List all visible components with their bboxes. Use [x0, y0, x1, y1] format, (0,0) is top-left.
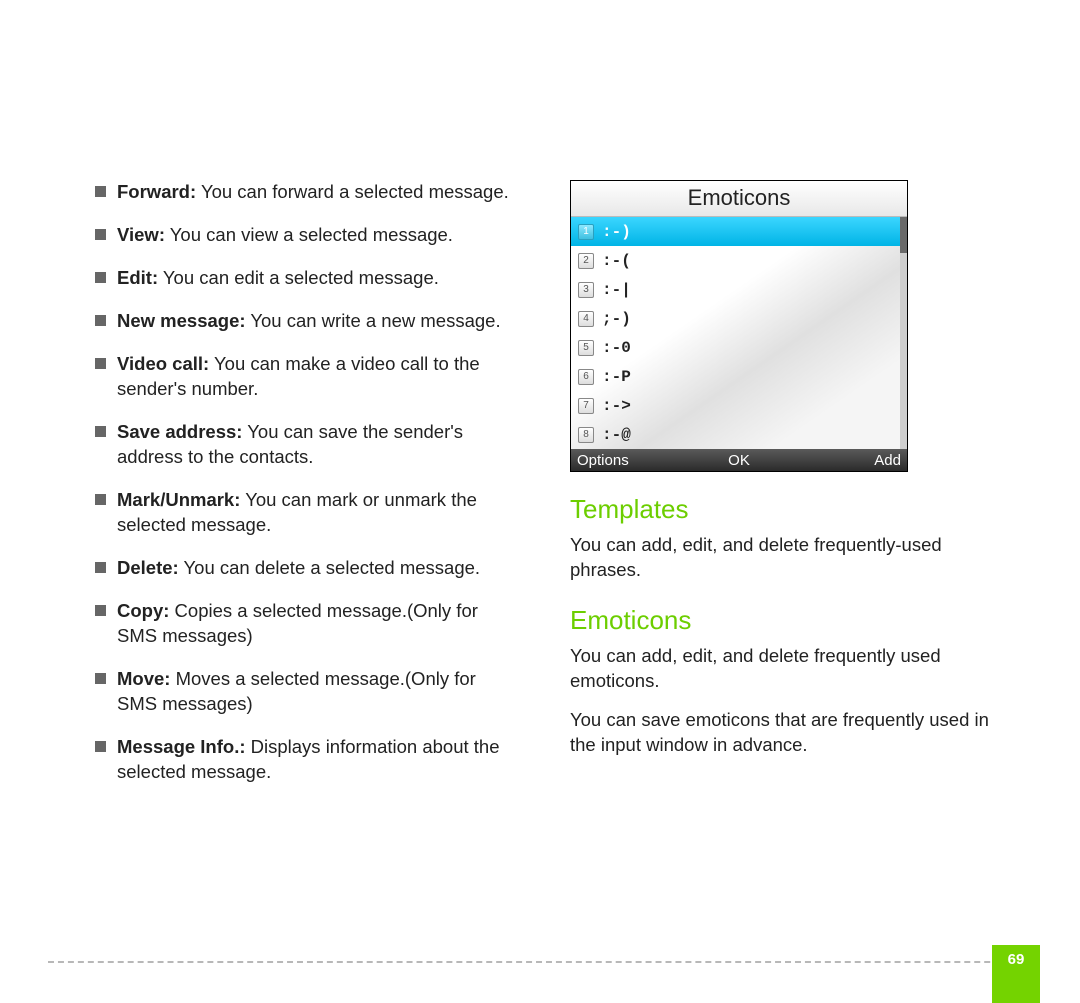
row-number: 7 — [578, 398, 594, 414]
templates-heading: Templates — [570, 494, 990, 525]
option-desc: You can view a selected message. — [165, 224, 453, 245]
left-column: Forward: You can forward a selected mess… — [95, 180, 515, 802]
option-item: Delete: You can delete a selected messag… — [95, 556, 515, 581]
templates-para: You can add, edit, and delete frequently… — [570, 533, 990, 583]
emoticons-para-1: You can add, edit, and delete frequently… — [570, 644, 990, 694]
emoticon-row: 2 :-( — [571, 246, 907, 275]
emoticon-text: :-| — [602, 281, 631, 299]
option-item: Edit: You can edit a selected message. — [95, 266, 515, 291]
row-number: 5 — [578, 340, 594, 356]
emoticon-row: 5 :-0 — [571, 333, 907, 362]
right-column: Emoticons 1 :-) 2 :-( 3 :-| 4 ;-) 5 :-0 6 :-P 7 :-> 8:… — [570, 180, 990, 802]
emoticon-text: :-0 — [602, 339, 631, 357]
emoticon-text: :-( — [602, 252, 631, 270]
softkey-center: OK — [685, 452, 793, 469]
option-item: Copy: Copies a selected message.(Only fo… — [95, 599, 515, 649]
emoticon-row: 1 :-) — [571, 217, 907, 246]
emoticon-row: 4 ;-) — [571, 304, 907, 333]
emoticons-para-2: You can save emoticons that are frequent… — [570, 708, 990, 758]
option-term: Message Info.: — [117, 736, 246, 757]
option-item: View: You can view a selected message. — [95, 223, 515, 248]
option-desc: You can delete a selected message. — [179, 557, 480, 578]
option-desc: Moves a selected message.(Only for SMS m… — [117, 668, 476, 714]
row-number: 3 — [578, 282, 594, 298]
row-number: 4 — [578, 311, 594, 327]
emoticon-row: 6 :-P — [571, 362, 907, 391]
option-term: Delete: — [117, 557, 179, 578]
page-number: 69 — [1008, 951, 1025, 968]
option-term: View: — [117, 224, 165, 245]
emoticons-heading: Emoticons — [570, 605, 990, 636]
option-item: New message: You can write a new message… — [95, 309, 515, 334]
option-item: Message Info.: Displays information abou… — [95, 735, 515, 785]
option-item: Video call: You can make a video call to… — [95, 352, 515, 402]
option-term: Mark/Unmark: — [117, 489, 240, 510]
emoticon-text: :-) — [602, 223, 631, 241]
emoticon-text: ;-) — [602, 310, 631, 328]
emoticon-row: 8 :-@ — [571, 420, 907, 449]
phone-scrollbar — [900, 217, 907, 449]
emoticon-row: 7 :-> — [571, 391, 907, 420]
option-term: Edit: — [117, 267, 158, 288]
option-term: Forward: — [117, 181, 196, 202]
softkey-left: Options — [571, 452, 685, 469]
option-term: Save address: — [117, 421, 242, 442]
footer-divider — [48, 961, 1040, 963]
option-term: New message: — [117, 310, 246, 331]
phone-title: Emoticons — [571, 181, 907, 217]
row-number: 8 — [578, 427, 594, 443]
row-number: 1 — [578, 224, 594, 240]
option-item: Mark/Unmark: You can mark or unmark the … — [95, 488, 515, 538]
option-desc: You can forward a selected message. — [196, 181, 509, 202]
row-number: 2 — [578, 253, 594, 269]
phone-screenshot: Emoticons 1 :-) 2 :-( 3 :-| 4 ;-) 5 :-0 6 :-P 7 :-> 8:… — [570, 180, 908, 472]
emoticon-text: :-> — [602, 397, 631, 415]
manual-page: Forward: You can forward a selected mess… — [0, 0, 1080, 802]
option-desc: Copies a selected message.(Only for SMS … — [117, 600, 478, 646]
softkey-right: Add — [793, 452, 907, 469]
emoticon-row: 3 :-| — [571, 275, 907, 304]
option-item: Forward: You can forward a selected mess… — [95, 180, 515, 205]
option-desc: You can write a new message. — [246, 310, 501, 331]
phone-softkeys: Options OK Add — [571, 449, 907, 471]
page-number-tab: 69 — [992, 945, 1040, 1003]
scrollbar-thumb — [900, 217, 907, 253]
option-desc: You can edit a selected message. — [158, 267, 439, 288]
option-term: Move: — [117, 668, 170, 689]
emoticon-text: :-P — [602, 368, 631, 386]
phone-list: 1 :-) 2 :-( 3 :-| 4 ;-) 5 :-0 6 :-P 7 :-> 8 :-@ — [571, 217, 907, 449]
row-number: 6 — [578, 369, 594, 385]
option-item: Save address: You can save the sender's … — [95, 420, 515, 470]
option-term: Video call: — [117, 353, 209, 374]
emoticon-text: :-@ — [602, 426, 631, 444]
options-list: Forward: You can forward a selected mess… — [95, 180, 515, 784]
option-item: Move: Moves a selected message.(Only for… — [95, 667, 515, 717]
option-term: Copy: — [117, 600, 169, 621]
